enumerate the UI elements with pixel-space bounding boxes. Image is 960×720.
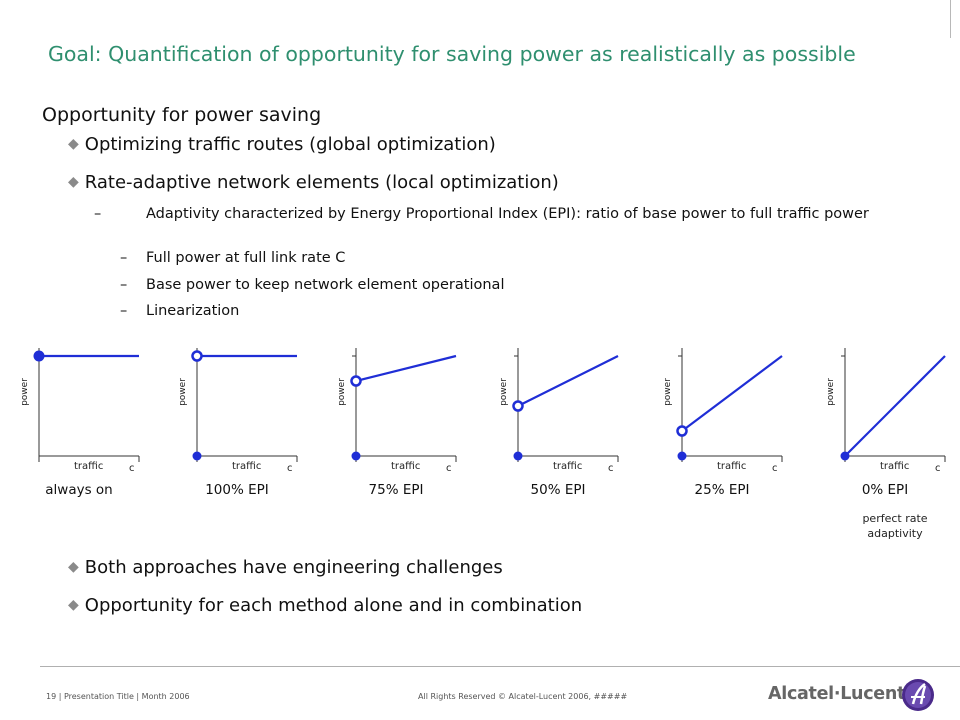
y-axis-label: power: [337, 378, 347, 406]
x-end-label: c: [446, 463, 452, 474]
subbullet-2: – Full power at full link rate C: [120, 251, 345, 266]
subbullet-1-text: Adaptivity characterized by Energy Propo…: [146, 206, 869, 222]
x-axis-label: traffic: [717, 461, 746, 472]
power-line: [681, 355, 783, 432]
y-axis-label: power: [663, 378, 673, 406]
power-line: [517, 355, 619, 407]
x-end-label: c: [608, 463, 614, 474]
x-end-label: c: [287, 463, 293, 474]
subbullet-3: – Base power to keep network element oper…: [120, 278, 504, 293]
dash-icon: –: [120, 277, 128, 293]
x-end-label: c: [772, 463, 778, 474]
top-frame: [0, 0, 951, 38]
x-axis-label: traffic: [74, 461, 103, 472]
base-power-point: [33, 350, 45, 362]
base-power-point: [512, 400, 524, 412]
subbullet-4-text: Linearization: [146, 303, 240, 319]
base-power-point: [676, 425, 688, 437]
chart-caption: 0% EPI: [862, 482, 908, 498]
bullet-icon: ◆: [68, 597, 79, 613]
footer-copyright: All Rights Reserved © Alcatel-Lucent 200…: [418, 692, 628, 701]
x-end-label: c: [935, 463, 941, 474]
x-axis-label: traffic: [232, 461, 261, 472]
y-axis-label: power: [826, 378, 836, 406]
origin-point: [840, 451, 850, 461]
epi-charts: power traffic c always on power traffic c 100% …: [20, 348, 946, 540]
dash-icon: –: [120, 303, 128, 319]
bullet-icon: ◆: [68, 136, 79, 152]
origin-point: [513, 451, 523, 461]
y-axis-label: power: [499, 378, 509, 406]
y-axis-label: power: [178, 378, 188, 406]
chart-caption: 100% EPI: [205, 482, 269, 498]
x-axis-label: traffic: [880, 461, 909, 472]
origin-point: [351, 451, 361, 461]
bullet-3-text: Both approaches have engineering challen…: [84, 557, 503, 578]
alcatel-lucent-logo: Alcatel·Lucent: [768, 678, 938, 712]
chart-caption: 75% EPI: [369, 482, 424, 498]
power-line: [355, 354, 457, 383]
base-power-point: [350, 375, 362, 387]
chart-note: adaptivity: [867, 527, 923, 540]
chart-caption: 50% EPI: [531, 482, 586, 498]
bullet-icon: ◆: [68, 559, 79, 575]
alcatel-lucent-mark-icon: [902, 679, 934, 711]
bullet-3: ◆ Both approaches have engineering challe…: [68, 557, 503, 578]
bullet-1-text: Optimizing traffic routes (global optimi…: [84, 134, 496, 155]
chart-caption: always on: [45, 482, 112, 498]
bullet-icon: ◆: [68, 174, 79, 190]
footer-page-info: 19 | Presentation Title | Month 2006: [46, 692, 190, 701]
bullet-4-text: Opportunity for each method alone and in…: [84, 595, 583, 616]
footer-divider: [40, 666, 960, 667]
logo-text: Alcatel·Lucent: [768, 684, 906, 704]
bullet-2-text: Rate-adaptive network elements (local op…: [84, 172, 559, 193]
origin-point: [192, 451, 202, 461]
origin-point: [677, 451, 687, 461]
subbullet-2-text: Full power at full link rate C: [146, 250, 346, 266]
chart-caption: 25% EPI: [695, 482, 750, 498]
subbullet-1: – Adaptivity characterized by Energy Prop…: [94, 206, 960, 222]
bullet-4: ◆ Opportunity for each method alone and i…: [68, 595, 582, 616]
subbullet-4: – Linearization: [120, 304, 239, 319]
bullet-2: ◆ Rate-adaptive network elements (local o…: [68, 172, 559, 193]
subbullet-3-text: Base power to keep network element opera…: [146, 277, 505, 293]
x-axis-label: traffic: [391, 461, 420, 472]
chart-note: perfect rate: [862, 512, 927, 525]
bullet-1: ◆ Optimizing traffic routes (global optim…: [68, 134, 496, 155]
x-axis-label: traffic: [553, 461, 582, 472]
heading: Opportunity for power saving: [42, 104, 322, 126]
dash-icon: –: [94, 206, 102, 222]
dash-icon: –: [120, 250, 128, 266]
y-axis-label: power: [20, 378, 30, 406]
power-line: [844, 355, 946, 457]
x-end-label: c: [129, 463, 135, 474]
base-power-point: [191, 350, 203, 362]
slide-title: Goal: Quantification of opportunity for …: [48, 42, 856, 66]
